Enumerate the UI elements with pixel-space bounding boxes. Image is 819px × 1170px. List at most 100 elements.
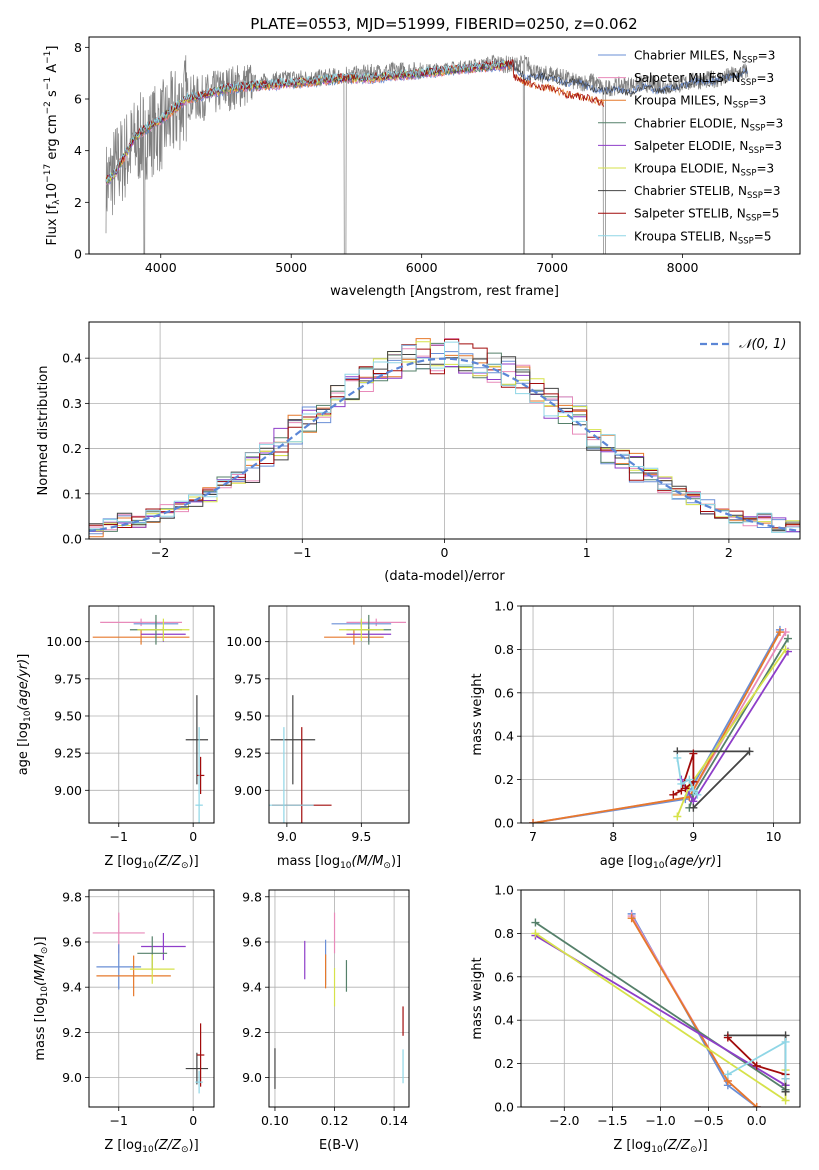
legend: Chabrier MILES, NSSP=3 Salpeter MILES, NS… [598, 49, 783, 246]
x-tick-label: −2.0 [549, 1113, 579, 1128]
legend-label: Salpeter STELIB, NSSP=5 [634, 207, 779, 224]
y-tick-label: 0.2 [494, 1056, 514, 1071]
y-tick-label: 0.8 [494, 926, 514, 941]
y-tick-label: 9.75 [234, 671, 262, 686]
legend-label: Kroupa STELIB, NSSP=5 [634, 229, 772, 246]
y-tick-label: 0.2 [62, 441, 82, 456]
axes-frame [88, 605, 215, 824]
x-tick-label: −0.5 [693, 1113, 723, 1128]
y-tick-label: 10.00 [226, 634, 262, 649]
y-tick-label: 1.0 [494, 599, 514, 614]
data-spectrum [105, 54, 749, 254]
data-point [781, 645, 790, 654]
x-tick-label: 0.14 [380, 1113, 408, 1128]
y-tick-label: 0 [74, 247, 82, 262]
x-tick-label: 0.10 [261, 1113, 289, 1128]
x-axis-label: age [log10(age/yr)] [600, 854, 722, 871]
x-tick-label: 9 [689, 829, 697, 844]
legend-label: Kroupa ELODIE, NSSP=3 [634, 162, 774, 179]
data-point [685, 775, 694, 784]
x-tick-label: 0.0 [747, 1113, 767, 1128]
data-point [781, 1074, 790, 1083]
x-axis-label: E(B-V) [319, 1138, 359, 1153]
x-tick-label: 2 [725, 545, 733, 560]
y-tick-label: 0.3 [62, 396, 82, 411]
error-bars [269, 614, 407, 823]
error-bars [92, 912, 209, 1094]
y-tick-label: 2 [74, 195, 82, 210]
x-tick-label: 1 [583, 545, 591, 560]
axes-frame [268, 605, 410, 824]
axes-frame [88, 889, 215, 1108]
model-spectrum [105, 59, 507, 183]
data-point [781, 1087, 790, 1096]
data-point [669, 790, 678, 799]
y-tick-label: 9.25 [54, 746, 82, 761]
axes-frame [268, 889, 410, 1108]
y-tick-label: 8 [74, 40, 82, 55]
data-point [781, 1096, 790, 1105]
error-bars [92, 614, 209, 823]
data-point [531, 918, 540, 927]
y-tick-label: 9.0 [242, 1070, 262, 1085]
mass-vs-z-panel: −1 0 9.0 9.2 9.4 9.6 9.8 Z [log10(Z/Z⊙)] mass [l… [33, 889, 215, 1155]
x-tick-label: 8 [609, 829, 617, 844]
x-axis-label: (data-model)/error [384, 569, 505, 584]
y-axis-label: mass [log10(M/M⊙)] [33, 936, 50, 1060]
data-point [752, 1103, 761, 1107]
y-tick-label: 9.6 [62, 934, 82, 949]
x-axis-label: Z [log10(Z/Z⊙)] [104, 1138, 198, 1155]
error-bars [274, 912, 404, 1089]
data-point [677, 779, 686, 788]
y-tick-label: 9.2 [62, 1025, 82, 1040]
y-tick-label: 0.6 [494, 969, 514, 984]
data-point [723, 1033, 732, 1042]
y-tick-label: 9.6 [242, 934, 262, 949]
x-tick-label: −1 [110, 1113, 128, 1128]
y-tick-label: 0.4 [494, 729, 514, 744]
y-tick-label: 0.0 [494, 1100, 514, 1115]
x-tick-label: 0 [441, 545, 449, 560]
y-axis-label: Flux [fλ10−17 erg cm−2 s−1 A−1] [43, 46, 62, 246]
mass-weight-vs-age-panel: 7 8 9 10 0.0 0.2 0.4 0.6 0.8 1.0 mass weight age [l… [470, 599, 801, 871]
mass-weight-lines [531, 909, 790, 1107]
y-tick-label: 9.0 [62, 1070, 82, 1085]
y-tick-label: 9.25 [234, 746, 262, 761]
y-tick-label: 9.50 [54, 708, 82, 723]
series-line [532, 631, 787, 823]
x-tick-label: −1.5 [597, 1113, 627, 1128]
legend-label: Chabrier ELODIE, NSSP=3 [634, 116, 783, 133]
series-line [630, 915, 758, 1107]
mass-weight-lines [529, 625, 792, 823]
x-axis-label: mass [log10(M/M⊙)] [277, 854, 401, 871]
x-tick-label: 9.0 [277, 829, 297, 844]
data-point [529, 819, 538, 823]
y-axis-label: age [log10(age/yr)] [16, 654, 33, 776]
y-axis-label: mass weight [470, 957, 485, 1039]
y-tick-label: 9.8 [62, 889, 82, 904]
x-tick-label: 4000 [145, 260, 177, 275]
y-tick-label: 0.4 [494, 1013, 514, 1028]
x-tick-label: 6000 [406, 260, 438, 275]
x-axis-label: wavelength [Angstrom, rest frame] [330, 284, 559, 299]
x-tick-label: −1 [293, 545, 311, 560]
y-tick-label: 9.00 [234, 783, 262, 798]
legend-label: Chabrier STELIB, NSSP=3 [634, 184, 781, 201]
data-point [723, 1070, 732, 1079]
legend-label: Kroupa MILES, NSSP=3 [634, 94, 766, 111]
y-tick-label: 9.4 [62, 980, 82, 995]
x-axis-label: Z [log10(Z/Z⊙)] [104, 854, 198, 871]
y-axis-label: Normed distribution [36, 366, 51, 496]
series-line [532, 629, 781, 823]
y-tick-label: 9.2 [242, 1025, 262, 1040]
data-point [673, 812, 682, 821]
data-point [689, 749, 698, 758]
x-tick-label: 0.12 [321, 1113, 349, 1128]
y-tick-label: 10.00 [46, 634, 82, 649]
data-point [531, 929, 540, 938]
age-vs-z-panel: −1 0 9.00 9.25 9.50 9.75 10.00 Z [log10(Z/Z⊙)] a… [16, 605, 215, 871]
data-point [673, 753, 682, 762]
x-tick-label: 9.5 [351, 829, 371, 844]
data-point [689, 803, 698, 812]
